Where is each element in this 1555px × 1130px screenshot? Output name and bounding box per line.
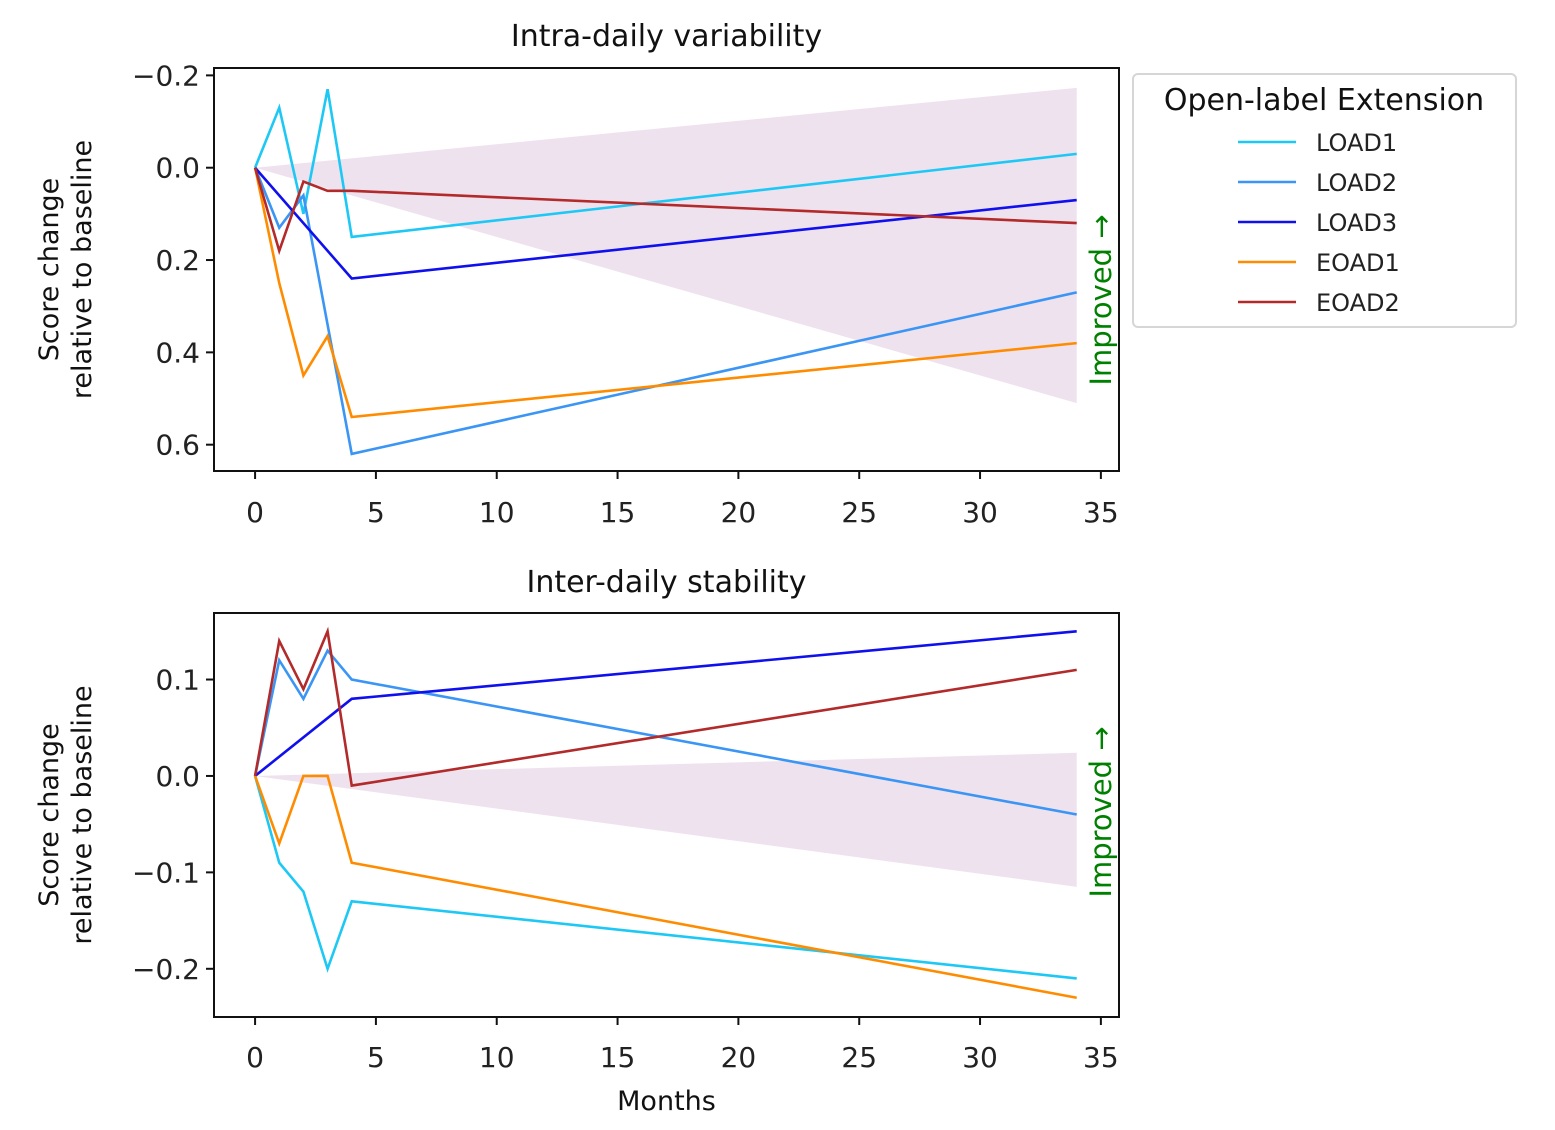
panel-title: Intra-daily variability [511, 19, 822, 54]
y-tick-label: 0.2 [155, 244, 200, 277]
series-line-load3 [254, 166, 1077, 280]
x-tick-label: 15 [600, 496, 636, 529]
legend-item-eoad2: EOAD2 [1316, 289, 1400, 317]
series-line-load3 [254, 630, 1077, 777]
improved-annotation: Improved → [1084, 726, 1118, 897]
y-tick-label: 0.0 [155, 152, 200, 185]
legend-item-load3: LOAD3 [1316, 209, 1397, 237]
x-tick-label: 10 [479, 496, 515, 529]
series-line-load2 [253, 648, 1077, 816]
y-axis-label: Score changerelative to baseline [34, 685, 98, 944]
legend-title: Open-label Extension [1164, 83, 1484, 118]
x-tick-label: 20 [721, 496, 757, 529]
x-tick-label: 20 [721, 1041, 757, 1074]
x-tick-label: 0 [246, 496, 264, 529]
x-tick-label: 5 [367, 1041, 385, 1074]
plot-frame [213, 67, 1120, 472]
y-tick-label: −0.1 [132, 856, 200, 889]
x-tick-label: 30 [962, 496, 998, 529]
series-line-eoad2 [253, 626, 1077, 788]
x-tick-label: 15 [600, 1041, 636, 1074]
panel-2: 0 5 10 15 20 25 30 35 0.1 0.0 −0.1 −0.2 Inter-daily … [34, 565, 1120, 1117]
shaded-band [255, 752, 1077, 887]
series-line-load1 [253, 88, 1077, 239]
series-line-eoad2 [253, 167, 1077, 256]
y-tick-label: 0.6 [155, 429, 200, 462]
x-tick-label: 25 [841, 496, 877, 529]
y-tick-label: 0.1 [155, 664, 200, 697]
legend-item-eoad1: EOAD1 [1316, 249, 1400, 277]
x-tick-label: 5 [367, 496, 385, 529]
y-tick-label: 0.4 [155, 336, 200, 369]
y-axis-label: Score changerelative to baseline [34, 140, 98, 399]
series-line-eoad1 [253, 167, 1077, 419]
y-tick-label: −0.2 [132, 59, 200, 92]
plot-frame [213, 612, 1120, 1018]
x-tick-label: 30 [962, 1041, 998, 1074]
y-tick-label: 0.0 [155, 760, 200, 793]
legend-item-load1: LOAD1 [1316, 129, 1397, 157]
x-tick-label: 35 [1083, 1041, 1119, 1074]
series-line-load1 [253, 775, 1077, 980]
improved-annotation: Improved → [1084, 214, 1118, 385]
panel-1: 0 5 10 15 20 25 30 35 −0.2 0.0 0.2 0.4 0.6 Intra-dail… [34, 19, 1120, 529]
x-axis-label: Months [617, 1086, 716, 1117]
series-line-load2 [253, 167, 1077, 456]
y-tick-label: −0.2 [132, 953, 200, 986]
series-line-eoad1 [253, 774, 1077, 999]
panel-title: Inter-daily stability [526, 565, 806, 600]
legend-frame [1132, 73, 1517, 328]
x-tick-label: 25 [841, 1041, 877, 1074]
x-tick-label: 0 [246, 1041, 264, 1074]
legend-item-load2: LOAD2 [1316, 169, 1397, 197]
x-tick-label: 10 [479, 1041, 515, 1074]
legend: Open-label Extension LOAD1 LOAD2 LOAD3 EOAD… [1132, 73, 1517, 328]
x-tick-label: 35 [1083, 496, 1119, 529]
